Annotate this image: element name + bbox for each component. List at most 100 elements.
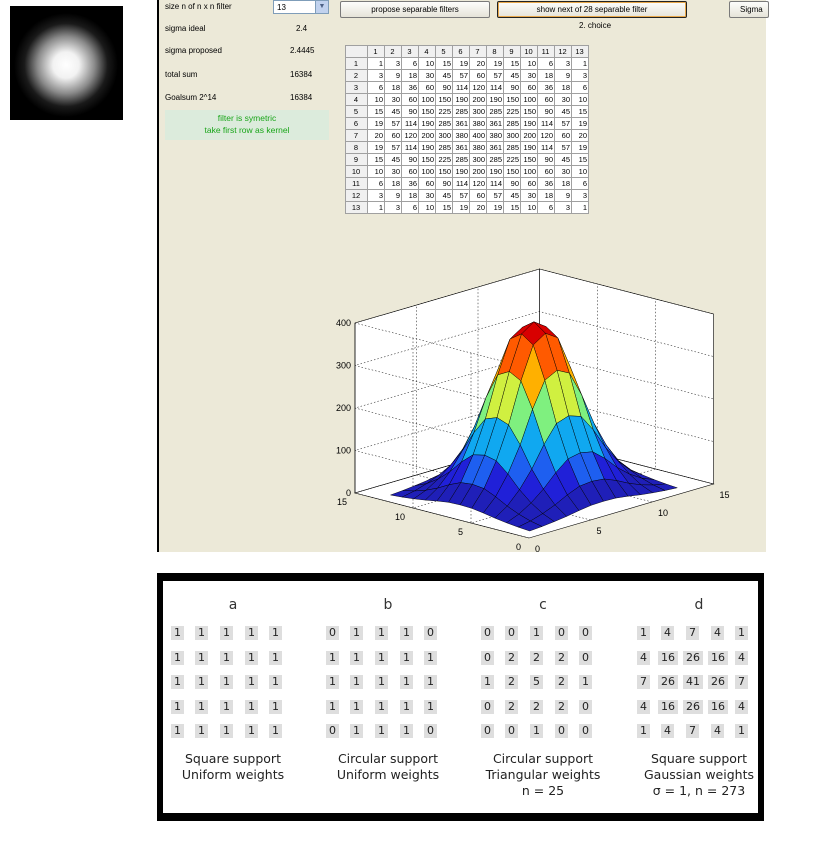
grid-cell[interactable]: 120 xyxy=(469,177,487,190)
grid-cell[interactable]: 1 xyxy=(571,201,589,214)
grid-cell[interactable]: 15 xyxy=(435,201,453,214)
grid-cell[interactable]: 285 xyxy=(486,105,504,118)
grid-cell[interactable]: 10 xyxy=(418,201,436,214)
grid-cell[interactable]: 10 xyxy=(571,165,589,178)
grid-cell[interactable]: 6 xyxy=(537,57,555,70)
grid-cell[interactable]: 60 xyxy=(554,129,572,142)
grid-cell[interactable]: 150 xyxy=(520,105,538,118)
grid-cell[interactable]: 6 xyxy=(401,201,419,214)
grid-cell[interactable]: 100 xyxy=(520,93,538,106)
grid-cell[interactable]: 20 xyxy=(469,57,487,70)
grid-cell[interactable]: 60 xyxy=(401,165,419,178)
grid-cell[interactable]: 45 xyxy=(435,69,453,82)
grid-cell[interactable]: 57 xyxy=(554,141,572,154)
grid-cell[interactable]: 30 xyxy=(384,93,402,106)
grid-cell[interactable]: 45 xyxy=(554,153,572,166)
grid-cell[interactable]: 15 xyxy=(503,57,521,70)
grid-cell[interactable]: 3 xyxy=(367,189,385,202)
grid-cell[interactable]: 57 xyxy=(452,189,470,202)
grid-cell[interactable]: 285 xyxy=(435,117,453,130)
grid-cell[interactable]: 60 xyxy=(401,93,419,106)
grid-cell[interactable]: 114 xyxy=(452,177,470,190)
grid-cell[interactable]: 15 xyxy=(571,105,589,118)
grid-cell[interactable]: 285 xyxy=(486,153,504,166)
grid-cell[interactable]: 100 xyxy=(520,165,538,178)
grid-cell[interactable]: 90 xyxy=(537,153,555,166)
grid-cell[interactable]: 190 xyxy=(520,117,538,130)
grid-cell[interactable]: 9 xyxy=(554,69,572,82)
grid-cell[interactable]: 45 xyxy=(554,105,572,118)
grid-cell[interactable]: 90 xyxy=(401,153,419,166)
grid-cell[interactable]: 9 xyxy=(384,69,402,82)
grid-cell[interactable]: 45 xyxy=(384,153,402,166)
grid-cell[interactable]: 150 xyxy=(503,165,521,178)
grid-cell[interactable]: 57 xyxy=(452,69,470,82)
grid-cell[interactable]: 60 xyxy=(537,165,555,178)
grid-cell[interactable]: 90 xyxy=(503,177,521,190)
grid-cell[interactable]: 20 xyxy=(469,201,487,214)
grid-cell[interactable]: 6 xyxy=(401,57,419,70)
grid-cell[interactable]: 190 xyxy=(418,117,436,130)
grid-cell[interactable]: 60 xyxy=(520,177,538,190)
grid-cell[interactable]: 36 xyxy=(537,177,555,190)
grid-cell[interactable]: 150 xyxy=(435,165,453,178)
grid-cell[interactable]: 380 xyxy=(469,117,487,130)
grid-cell[interactable]: 114 xyxy=(401,141,419,154)
grid-cell[interactable]: 6 xyxy=(537,201,555,214)
grid-cell[interactable]: 190 xyxy=(486,165,504,178)
grid-cell[interactable]: 30 xyxy=(418,189,436,202)
grid-cell[interactable]: 114 xyxy=(401,117,419,130)
grid-cell[interactable]: 18 xyxy=(401,69,419,82)
grid-cell[interactable]: 285 xyxy=(503,117,521,130)
grid-cell[interactable]: 57 xyxy=(486,189,504,202)
grid-cell[interactable]: 18 xyxy=(537,69,555,82)
grid-cell[interactable]: 30 xyxy=(520,189,538,202)
grid-cell[interactable]: 30 xyxy=(418,69,436,82)
grid-cell[interactable]: 6 xyxy=(571,177,589,190)
grid-cell[interactable]: 120 xyxy=(469,81,487,94)
grid-cell[interactable]: 285 xyxy=(452,105,470,118)
grid-cell[interactable]: 200 xyxy=(469,93,487,106)
grid-cell[interactable]: 225 xyxy=(503,105,521,118)
grid-cell[interactable]: 190 xyxy=(486,93,504,106)
grid-cell[interactable]: 90 xyxy=(401,105,419,118)
grid-cell[interactable]: 285 xyxy=(452,153,470,166)
grid-cell[interactable]: 19 xyxy=(367,117,385,130)
grid-cell[interactable]: 18 xyxy=(537,189,555,202)
grid-cell[interactable]: 380 xyxy=(469,141,487,154)
grid-cell[interactable]: 190 xyxy=(418,141,436,154)
grid-cell[interactable]: 60 xyxy=(469,189,487,202)
grid-cell[interactable]: 57 xyxy=(384,117,402,130)
grid-cell[interactable]: 15 xyxy=(503,201,521,214)
grid-cell[interactable]: 10 xyxy=(571,93,589,106)
grid-cell[interactable]: 19 xyxy=(452,201,470,214)
grid-cell[interactable]: 90 xyxy=(435,177,453,190)
grid-cell[interactable]: 150 xyxy=(435,93,453,106)
grid-cell[interactable]: 114 xyxy=(537,141,555,154)
grid-cell[interactable]: 30 xyxy=(554,165,572,178)
propose-separable-filters-button[interactable]: propose separable filters xyxy=(340,1,490,18)
grid-cell[interactable]: 36 xyxy=(401,177,419,190)
grid-cell[interactable]: 380 xyxy=(486,129,504,142)
grid-cell[interactable]: 57 xyxy=(486,69,504,82)
grid-cell[interactable]: 60 xyxy=(520,81,538,94)
grid-cell[interactable]: 361 xyxy=(452,117,470,130)
grid-cell[interactable]: 114 xyxy=(486,177,504,190)
grid-cell[interactable]: 10 xyxy=(367,165,385,178)
grid-cell[interactable]: 30 xyxy=(520,69,538,82)
grid-cell[interactable]: 3 xyxy=(384,57,402,70)
grid-cell[interactable]: 114 xyxy=(452,81,470,94)
grid-cell[interactable]: 300 xyxy=(469,105,487,118)
grid-cell[interactable]: 200 xyxy=(520,129,538,142)
grid-cell[interactable]: 6 xyxy=(367,81,385,94)
grid-cell[interactable]: 30 xyxy=(384,165,402,178)
grid-cell[interactable]: 3 xyxy=(554,57,572,70)
grid-cell[interactable]: 15 xyxy=(367,105,385,118)
grid-cell[interactable]: 3 xyxy=(571,69,589,82)
grid-cell[interactable]: 18 xyxy=(401,189,419,202)
grid-cell[interactable]: 300 xyxy=(503,129,521,142)
grid-cell[interactable]: 361 xyxy=(452,141,470,154)
grid-cell[interactable]: 400 xyxy=(469,129,487,142)
grid-cell[interactable]: 200 xyxy=(469,165,487,178)
grid-cell[interactable]: 60 xyxy=(384,129,402,142)
